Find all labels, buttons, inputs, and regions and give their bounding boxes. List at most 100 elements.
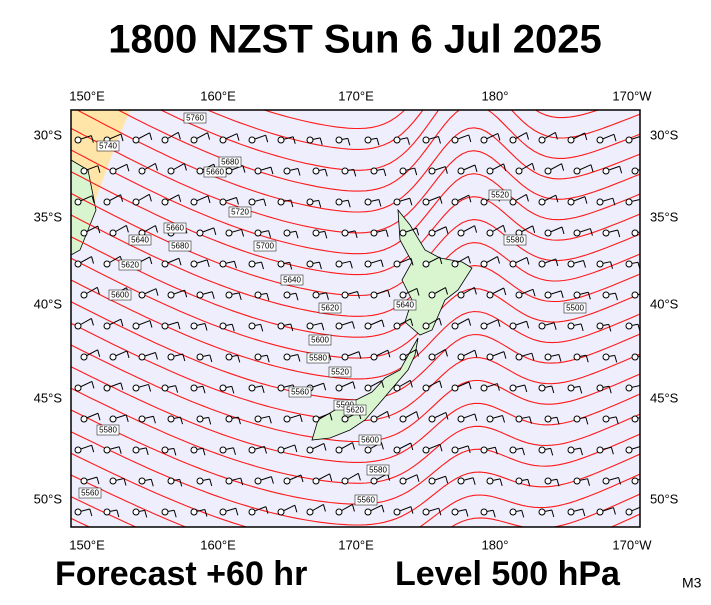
contour-label: 5600: [358, 434, 382, 446]
station: [306, 508, 314, 516]
wind-barb: [294, 505, 298, 513]
height-contour: [71, 387, 640, 484]
station: [248, 508, 256, 516]
wind-barb: [347, 138, 351, 146]
station: [486, 167, 494, 175]
wind-barb: [560, 290, 564, 299]
station: [335, 136, 343, 144]
wind-barb: [236, 133, 240, 141]
wind-barb: [555, 258, 559, 267]
station: [573, 477, 581, 485]
station: [277, 260, 285, 268]
wind-barb: [386, 411, 390, 419]
wind-barb: [352, 381, 356, 389]
level-label: Level 500 hPa: [395, 555, 621, 593]
station: [399, 229, 407, 237]
station: [486, 291, 494, 299]
station: [602, 291, 610, 299]
height-contour: [71, 149, 640, 255]
station: [103, 198, 111, 206]
station: [596, 136, 604, 144]
station: [573, 353, 581, 361]
contour-label-box: [218, 156, 242, 168]
station: [370, 415, 378, 423]
wind-barb: [118, 446, 122, 454]
lat-label-right: 30°S: [650, 127, 679, 142]
wind-barb: [614, 292, 618, 301]
height-contour: [71, 171, 640, 276]
contour-label: 5740: [96, 140, 120, 152]
station: [631, 167, 639, 175]
wind-barb: [125, 225, 129, 233]
wind-barb: [416, 411, 419, 419]
wind-barb: [590, 164, 594, 172]
model-label: M3: [682, 575, 702, 591]
station: [306, 136, 314, 144]
wind-barb: [467, 445, 471, 454]
wind-barb: [329, 473, 333, 481]
station: [602, 167, 610, 175]
station: [190, 384, 198, 392]
station: [596, 508, 604, 516]
wind-barb: [584, 132, 588, 141]
station: [457, 415, 465, 423]
contour-label: 5640: [128, 234, 152, 246]
contour-label-box: [488, 189, 512, 201]
wind-barb: [439, 444, 443, 452]
station: [335, 446, 343, 454]
wind-barb: [583, 260, 587, 268]
wind-barb: [208, 417, 212, 425]
lon-label-top: 170°W: [612, 88, 652, 103]
wind-barb: [615, 416, 619, 424]
contour-label-box: [183, 112, 207, 124]
lon-label-top: 150°E: [69, 88, 105, 103]
station: [602, 229, 610, 237]
station: [625, 260, 633, 268]
contour-label: 5620: [318, 302, 342, 314]
station: [451, 384, 459, 392]
station: [161, 446, 169, 454]
wind-barb: [647, 168, 649, 175]
station: [538, 508, 546, 516]
wind-barb: [268, 416, 272, 424]
station: [399, 353, 407, 361]
wind-barb: [265, 506, 269, 514]
station: [457, 291, 465, 299]
wind-barb: [116, 509, 120, 518]
station: [277, 136, 285, 144]
station: [306, 198, 314, 206]
station: [306, 446, 314, 454]
wind-barb: [120, 133, 124, 142]
wind-barb: [155, 288, 159, 296]
wind-barb: [149, 256, 153, 265]
wind-barb: [149, 132, 153, 140]
station: [161, 198, 169, 206]
wind-barb: [445, 226, 449, 234]
wind-barb: [474, 225, 478, 233]
contour-label-box: [163, 222, 187, 234]
wind-barb: [354, 230, 358, 239]
station: [248, 446, 256, 454]
height-contour: [71, 409, 640, 505]
wind-barb: [381, 319, 385, 328]
station: [225, 353, 233, 361]
wind-barb: [261, 261, 265, 270]
lon-label-bottom: 170°E: [338, 537, 374, 552]
contour-label: 5520: [328, 366, 352, 378]
contour-label-text: 5640: [283, 276, 301, 285]
station: [74, 508, 82, 516]
station: [219, 384, 227, 392]
wind-barb: [410, 258, 414, 266]
lat-label-left: 45°S: [34, 390, 63, 405]
station: [283, 477, 291, 485]
wind-barb: [182, 353, 186, 362]
wind-barb: [270, 476, 274, 484]
station: [306, 322, 314, 330]
wind-barb: [619, 166, 623, 174]
station: [596, 260, 604, 268]
station: [596, 384, 604, 392]
wind-barb: [292, 136, 296, 144]
wind-barb: [289, 262, 293, 270]
wind-barb: [526, 321, 530, 329]
wind-barb: [353, 169, 357, 177]
